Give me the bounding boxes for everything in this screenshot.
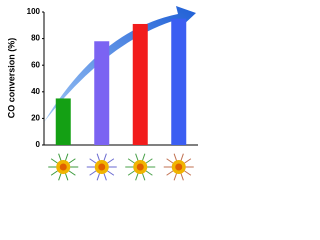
y-tick-label: 80 — [31, 34, 40, 43]
chart: CO conversion (%) 0 20 40 60 80 100 — [6, 6, 198, 181]
molecule-images — [48, 153, 194, 181]
bar — [171, 18, 187, 145]
y-axis-title: CO conversion (%) — [6, 38, 16, 119]
y-tick-label: 60 — [31, 60, 40, 69]
bar — [132, 23, 148, 145]
bar — [94, 41, 110, 146]
molecule-core-inner — [175, 163, 183, 171]
molecule-core-inner — [98, 163, 106, 171]
y-tick-label: 100 — [27, 7, 41, 16]
trend-arrow — [44, 6, 196, 122]
y-tick-label: 40 — [31, 87, 40, 96]
y-tick-label: 20 — [31, 114, 40, 123]
molecule-core-inner — [59, 163, 67, 171]
y-tick-label: 0 — [36, 140, 41, 149]
molecule-core-inner — [136, 163, 144, 171]
bar — [55, 98, 71, 145]
